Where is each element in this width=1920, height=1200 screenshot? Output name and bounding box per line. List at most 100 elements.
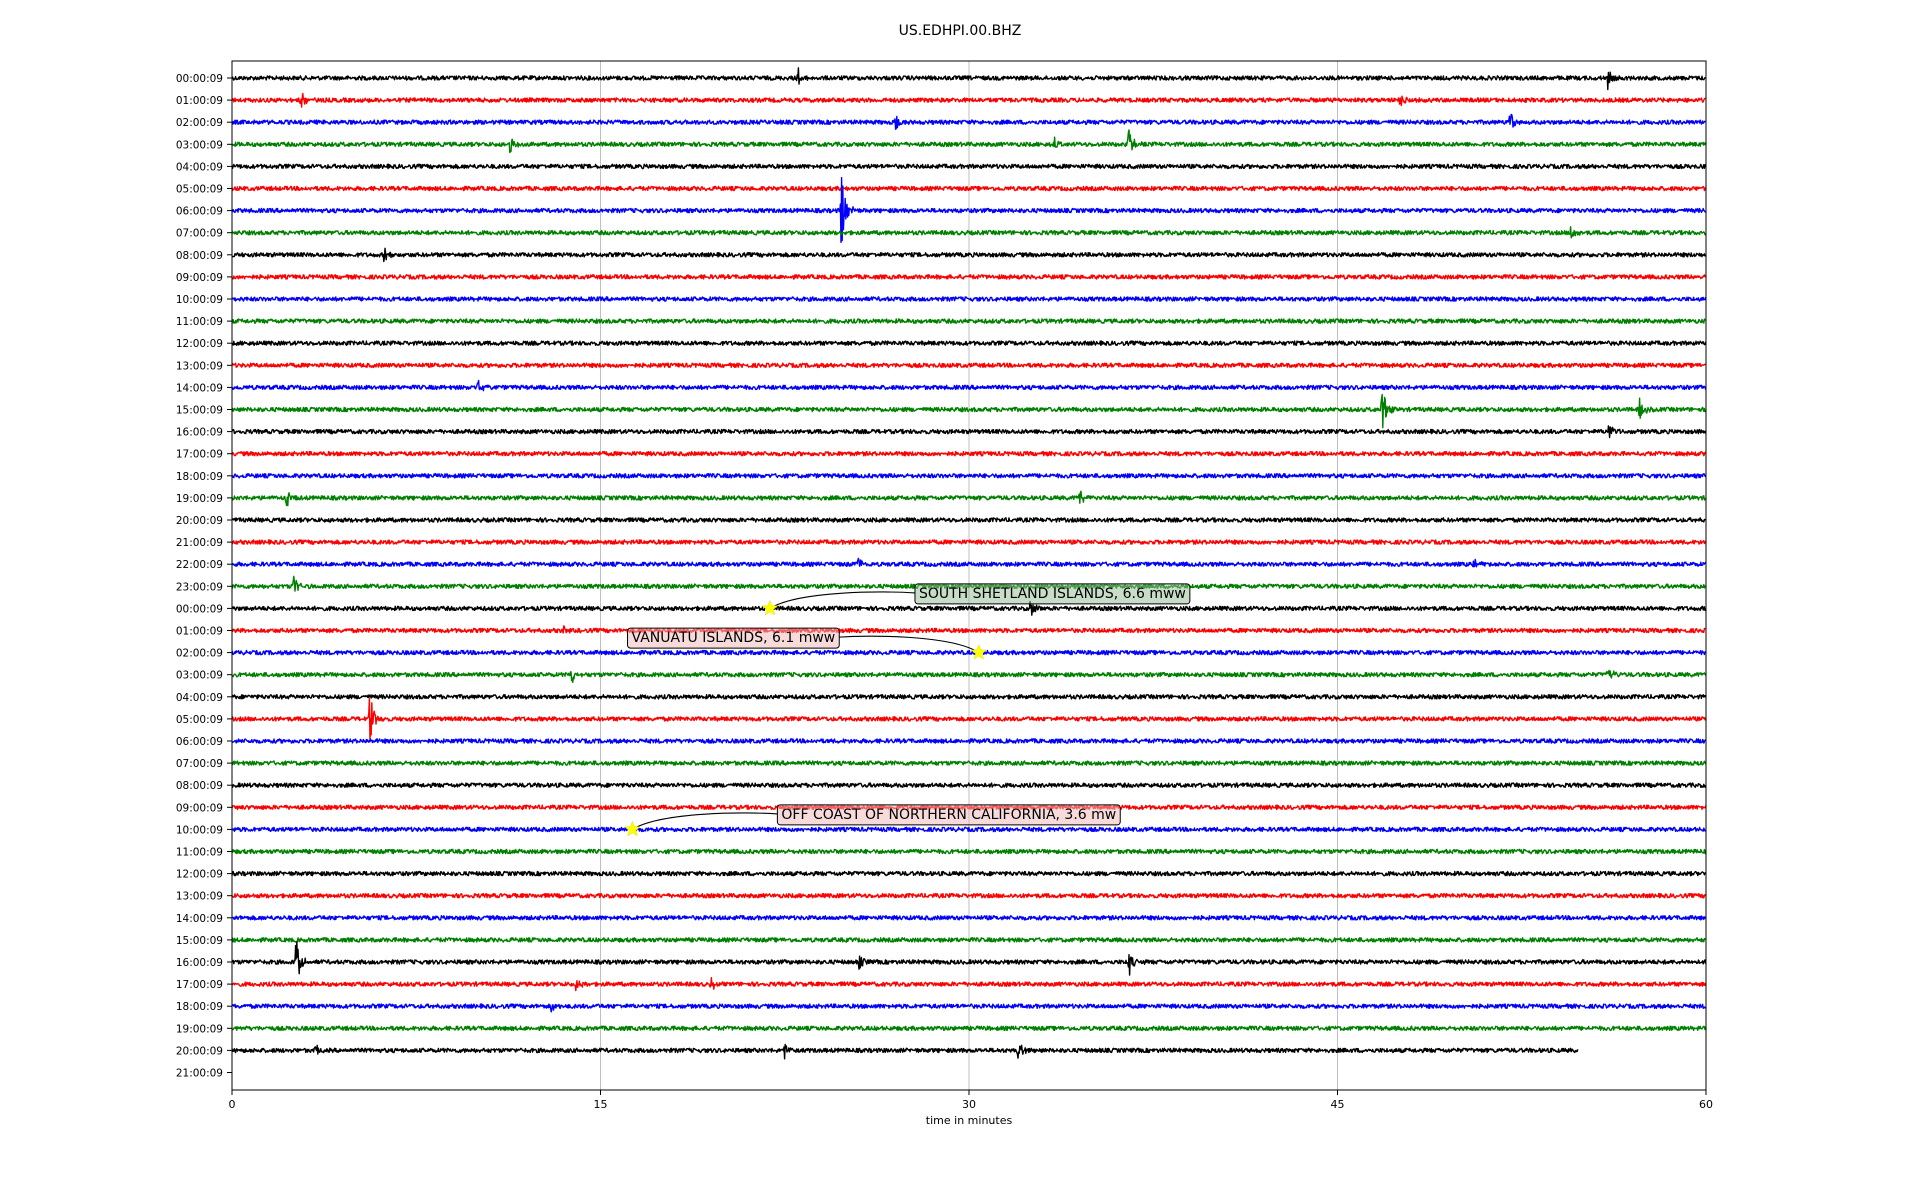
event-annotation: OFF COAST OF NORTHERN CALIFORNIA, 3.6 mw	[624, 804, 1121, 837]
y-tick-label: 16:00:09	[176, 957, 223, 969]
x-tick-label: 30	[962, 1098, 976, 1111]
y-tick-label: 20:00:09	[176, 1045, 223, 1057]
trace-line	[231, 247, 1707, 263]
annotation-connector	[632, 812, 778, 830]
trace-line	[231, 697, 1707, 743]
annotation-box	[776, 804, 1121, 826]
trace-line	[231, 649, 1707, 656]
event-star-marker	[761, 599, 779, 616]
event-star-marker	[624, 820, 641, 837]
grid-lines	[600, 61, 1338, 1090]
y-tick-label: 11:00:09	[176, 316, 223, 328]
trace-line	[231, 129, 1707, 154]
trace-line	[231, 185, 1707, 192]
y-tick-label: 13:00:09	[176, 891, 223, 903]
trace-line	[231, 393, 1707, 429]
x-tick-label: 15	[594, 1098, 608, 1111]
y-tick-label: 23:00:09	[176, 581, 223, 593]
trace-line	[231, 318, 1706, 324]
y-tick-label: 22:00:09	[176, 559, 223, 571]
trace-line	[231, 379, 1707, 392]
y-tick-label: 05:00:09	[176, 184, 223, 196]
trace-line	[231, 490, 1707, 507]
event-annotation: VANUATU ISLANDS, 6.1 mww	[627, 627, 988, 660]
trace-line	[231, 1025, 1707, 1032]
y-tick-label: 20:00:09	[176, 515, 223, 527]
y-tick-label: 17:00:09	[176, 449, 223, 461]
trace-line	[231, 977, 1707, 992]
y-tick-label: 14:00:09	[176, 382, 223, 394]
trace-line	[231, 782, 1707, 788]
x-tick-label: 60	[1699, 1098, 1713, 1111]
x-tick-label: 0	[229, 1098, 236, 1111]
y-tick-label: 08:00:09	[176, 780, 223, 792]
trace-line	[231, 340, 1707, 346]
y-tick-label: 00:00:09	[176, 603, 223, 615]
trace-line	[231, 941, 1707, 976]
y-tick-label: 08:00:09	[176, 250, 223, 262]
y-tick-label: 02:00:09	[176, 648, 223, 660]
annotation-connector	[769, 591, 915, 609]
y-tick-label: 01:00:09	[176, 626, 223, 638]
trace-line	[231, 92, 1707, 108]
y-tick-label: 19:00:09	[176, 493, 223, 505]
y-tick-label: 09:00:09	[176, 802, 223, 814]
y-tick-label: 21:00:09	[176, 537, 223, 549]
trace-line	[231, 625, 1706, 634]
y-tick-label: 06:00:09	[176, 736, 223, 748]
trace-line	[231, 67, 1707, 91]
y-tick-label: 09:00:09	[176, 272, 223, 284]
y-tick-label: 15:00:09	[176, 935, 223, 947]
trace-line	[231, 450, 1706, 457]
y-tick-label: 13:00:09	[176, 360, 223, 372]
event-annotation: SOUTH SHETLAND ISLANDS, 6.6 mww	[761, 583, 1191, 616]
trace-line	[231, 163, 1707, 170]
trace-line	[231, 539, 1707, 545]
y-tick-label: 03:00:09	[176, 670, 223, 682]
annotation-label: OFF COAST OF NORTHERN CALIFORNIA, 3.6 mw	[781, 807, 1116, 823]
y-axis-hour-labels: 00:00:09 01:00:09 02:00:09 03:00:09 04:00:09…	[176, 73, 232, 1080]
trace-line	[231, 694, 1707, 700]
trace-line	[231, 473, 1707, 479]
y-tick-label: 18:00:09	[176, 471, 223, 483]
trace-line	[231, 1043, 1579, 1060]
seismic-traces	[231, 67, 1707, 1060]
trace-line	[231, 848, 1707, 855]
y-tick-label: 06:00:09	[176, 206, 223, 218]
trace-line	[231, 226, 1707, 239]
y-tick-label: 02:00:09	[176, 117, 223, 129]
x-axis-ticks: 0 15 30 45 60	[229, 1090, 1713, 1111]
y-tick-label: 07:00:09	[176, 758, 223, 770]
trace-line	[231, 760, 1707, 766]
trace-line	[231, 113, 1707, 130]
y-tick-label: 15:00:09	[176, 405, 223, 417]
y-tick-label: 21:00:09	[176, 1068, 223, 1080]
y-tick-label: 12:00:09	[176, 338, 223, 350]
annotation-box	[914, 583, 1191, 605]
trace-line	[231, 738, 1707, 744]
y-tick-label: 04:00:09	[176, 161, 223, 173]
y-tick-label: 03:00:09	[176, 139, 223, 151]
chart-title: US.EDHPI.00.BHZ	[899, 23, 1022, 39]
trace-line	[231, 557, 1707, 568]
x-tick-label: 45	[1331, 1098, 1345, 1111]
trace-line	[231, 669, 1707, 683]
x-axis-label: time in minutes	[926, 1114, 1013, 1127]
trace-line	[231, 176, 1706, 244]
y-tick-label: 10:00:09	[176, 294, 223, 306]
y-tick-label: 16:00:09	[176, 427, 223, 439]
annotation-label: VANUATU ISLANDS, 6.1 mww	[632, 630, 836, 646]
y-tick-label: 04:00:09	[176, 692, 223, 704]
trace-line	[231, 892, 1707, 899]
y-tick-label: 07:00:09	[176, 228, 223, 240]
trace-line	[231, 600, 1707, 616]
y-tick-label: 17:00:09	[176, 979, 223, 991]
annotation-label: SOUTH SHETLAND ISLANDS, 6.6 mww	[919, 586, 1186, 602]
trace-line	[231, 274, 1706, 280]
event-star-marker	[970, 643, 988, 660]
plot-frame	[231, 60, 1707, 1091]
y-tick-label: 00:00:09	[176, 73, 223, 85]
trace-line	[231, 826, 1707, 833]
trace-line	[231, 937, 1706, 943]
